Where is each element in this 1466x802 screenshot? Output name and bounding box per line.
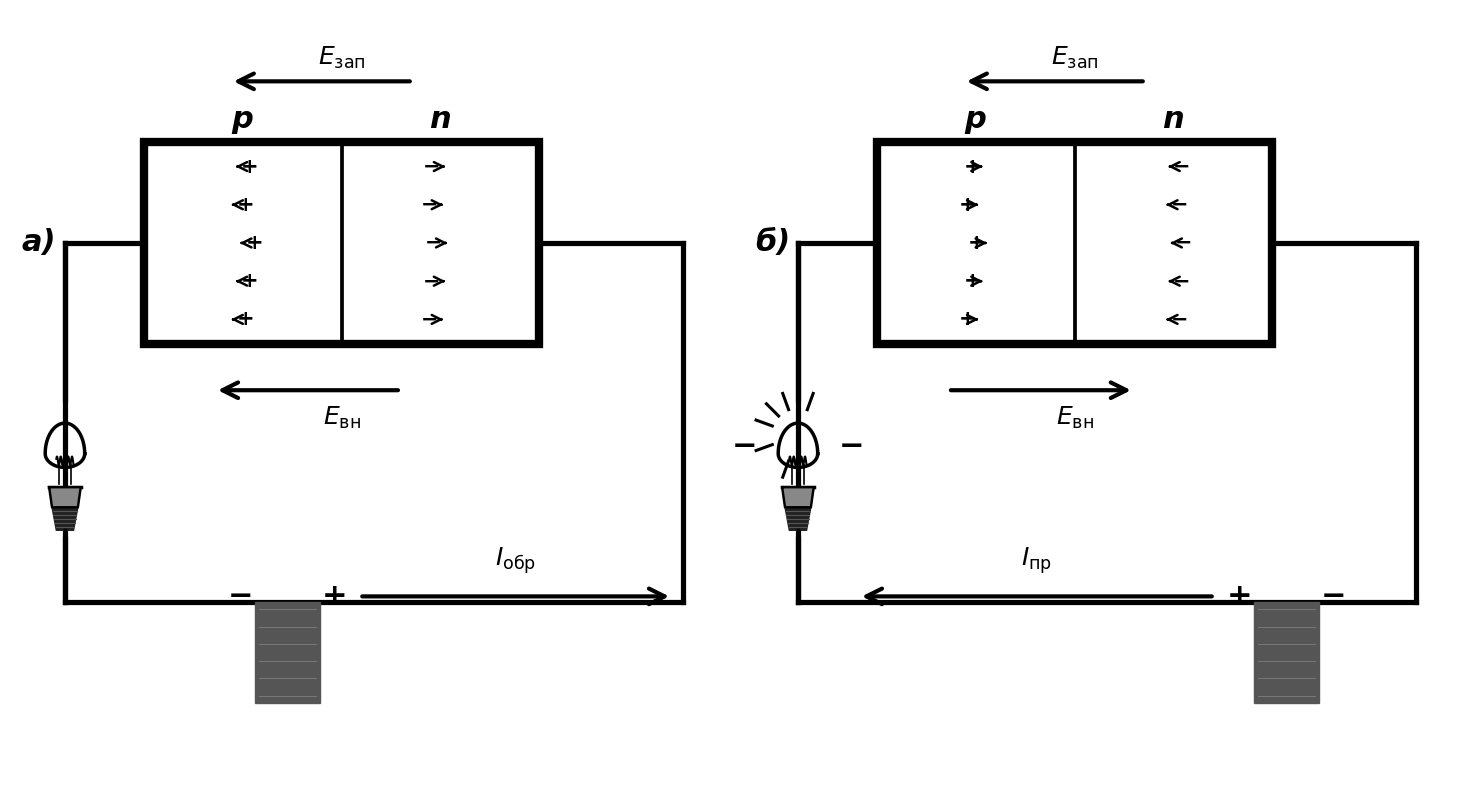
Text: $I_{\rm пр}$: $I_{\rm пр}$ bbox=[1022, 545, 1053, 577]
Text: $E_{\rm зап}$: $E_{\rm зап}$ bbox=[318, 44, 365, 71]
Text: p: p bbox=[232, 105, 254, 134]
Text: +: + bbox=[959, 310, 976, 330]
Text: +: + bbox=[240, 156, 258, 176]
Text: +: + bbox=[237, 195, 255, 215]
Text: $E_{\rm зап}$: $E_{\rm зап}$ bbox=[1051, 44, 1098, 71]
Polygon shape bbox=[51, 508, 78, 530]
Text: −: − bbox=[1173, 156, 1190, 176]
Text: −: − bbox=[229, 582, 254, 611]
Text: −: − bbox=[732, 432, 756, 461]
Text: p: p bbox=[965, 105, 987, 134]
Text: $E_{\rm вн}$: $E_{\rm вн}$ bbox=[323, 404, 361, 431]
Text: −: − bbox=[425, 233, 443, 253]
Text: +: + bbox=[245, 233, 262, 253]
Polygon shape bbox=[783, 487, 814, 508]
Text: −: − bbox=[1173, 271, 1190, 291]
Text: −: − bbox=[421, 195, 438, 215]
Text: −: − bbox=[1171, 195, 1189, 215]
Text: −: − bbox=[422, 156, 440, 176]
Polygon shape bbox=[1253, 602, 1319, 703]
Text: −: − bbox=[1171, 310, 1189, 330]
Text: +: + bbox=[321, 582, 347, 611]
Text: +: + bbox=[959, 195, 976, 215]
Polygon shape bbox=[784, 508, 811, 530]
Text: +: + bbox=[963, 271, 981, 291]
Text: +: + bbox=[240, 271, 258, 291]
Text: n: n bbox=[430, 105, 452, 134]
Text: −: − bbox=[422, 271, 440, 291]
Text: +: + bbox=[237, 310, 255, 330]
Text: а): а) bbox=[22, 229, 57, 257]
Text: $I_{\rm обр}$: $I_{\rm обр}$ bbox=[496, 545, 537, 577]
Text: n: n bbox=[1163, 105, 1185, 134]
Bar bbox=[877, 143, 1272, 343]
Bar bbox=[144, 143, 539, 343]
Text: +: + bbox=[968, 233, 985, 253]
Polygon shape bbox=[50, 487, 81, 508]
Text: −: − bbox=[421, 310, 438, 330]
Polygon shape bbox=[255, 602, 320, 703]
Text: $E_{\rm вн}$: $E_{\rm вн}$ bbox=[1056, 404, 1094, 431]
Text: +: + bbox=[963, 156, 981, 176]
Text: б): б) bbox=[755, 229, 790, 257]
Text: −: − bbox=[839, 432, 865, 461]
Text: +: + bbox=[1227, 582, 1252, 611]
Text: −: − bbox=[1321, 582, 1346, 611]
Text: −: − bbox=[1176, 233, 1193, 253]
